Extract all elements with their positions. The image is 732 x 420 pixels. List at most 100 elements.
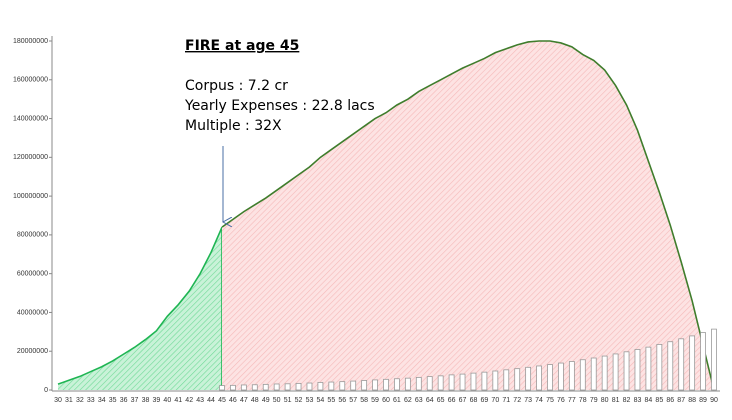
annotation-line: Multiple : 32X bbox=[185, 118, 282, 134]
x-tick-label: 88 bbox=[688, 397, 696, 404]
x-tick-label: 36 bbox=[120, 397, 128, 404]
y-tick-label: 120000000 bbox=[13, 154, 48, 161]
bar bbox=[295, 383, 302, 391]
x-tick-label: 59 bbox=[371, 397, 379, 404]
x-tick-label: 38 bbox=[142, 397, 150, 404]
bar bbox=[404, 377, 411, 391]
bar bbox=[383, 378, 389, 391]
x-tick-label: 83 bbox=[634, 397, 642, 404]
x-tick-label: 43 bbox=[196, 397, 204, 404]
x-tick-label: 68 bbox=[470, 397, 478, 404]
x-tick-label: 49 bbox=[262, 397, 270, 404]
x-tick-label: 84 bbox=[645, 397, 653, 404]
bar bbox=[328, 381, 335, 391]
x-tick-label: 45 bbox=[218, 397, 226, 404]
bar bbox=[470, 372, 477, 391]
x-tick-label: 63 bbox=[415, 397, 423, 404]
x-tick-label: 60 bbox=[382, 397, 390, 404]
bar bbox=[361, 380, 368, 391]
x-tick-label: 47 bbox=[240, 397, 248, 404]
x-tick-label: 76 bbox=[557, 397, 565, 404]
bar bbox=[284, 383, 291, 391]
x-tick-label: 66 bbox=[448, 397, 456, 404]
bar bbox=[459, 373, 466, 391]
bar bbox=[240, 384, 247, 391]
area-line bbox=[57, 226, 223, 385]
annotation-line: Yearly Expenses : 22.8 lacs bbox=[184, 98, 375, 114]
x-tick-label: 75 bbox=[546, 397, 554, 404]
x-tick-label: 67 bbox=[459, 397, 467, 404]
x-tick-label: 54 bbox=[317, 397, 325, 404]
x-tick-label: 40 bbox=[163, 397, 171, 404]
x-tick-label: 42 bbox=[185, 397, 193, 404]
bar bbox=[536, 365, 542, 391]
area-fill bbox=[222, 41, 714, 390]
x-tick-label: 69 bbox=[481, 397, 489, 404]
bar bbox=[481, 371, 488, 391]
x-tick-label: 74 bbox=[535, 397, 543, 404]
x-tick-label: 81 bbox=[612, 397, 620, 404]
bar bbox=[306, 382, 313, 391]
annotation-line: Corpus : 7.2 cr bbox=[185, 78, 288, 94]
bar bbox=[612, 353, 619, 391]
y-tick-label: 0 bbox=[44, 387, 48, 394]
x-tick-label: 87 bbox=[677, 397, 685, 404]
x-tick-label: 56 bbox=[338, 397, 346, 404]
x-tick-label: 30 bbox=[54, 397, 62, 404]
bar bbox=[525, 366, 532, 391]
x-tick-label: 57 bbox=[349, 397, 357, 404]
x-tick-label: 61 bbox=[393, 397, 401, 404]
bar bbox=[273, 383, 280, 391]
x-tick-label: 78 bbox=[579, 397, 587, 404]
x-tick-label: 62 bbox=[404, 397, 412, 404]
bar bbox=[645, 346, 652, 391]
y-tick-label: 80000000 bbox=[17, 232, 48, 239]
x-tick-label: 41 bbox=[174, 397, 182, 404]
bar bbox=[547, 364, 553, 391]
x-tick-label: 64 bbox=[426, 397, 434, 404]
y-tick-label: 160000000 bbox=[13, 77, 48, 84]
bar bbox=[590, 357, 597, 391]
bar bbox=[317, 382, 324, 391]
x-tick-label: 77 bbox=[568, 397, 576, 404]
x-tick-label: 73 bbox=[524, 397, 532, 404]
x-tick-label: 44 bbox=[207, 397, 215, 404]
x-tick-label: 51 bbox=[284, 397, 292, 404]
x-tick-label: 53 bbox=[306, 397, 314, 404]
bar bbox=[689, 335, 696, 391]
bar bbox=[219, 385, 225, 391]
bar bbox=[350, 380, 357, 391]
area-line bbox=[221, 40, 715, 391]
annotation-heading: FIRE at age 45 bbox=[185, 38, 299, 54]
x-tick-label: 71 bbox=[502, 397, 510, 404]
bar bbox=[394, 378, 400, 391]
bar bbox=[601, 355, 608, 391]
x-tick-label: 35 bbox=[109, 397, 117, 404]
bar bbox=[437, 375, 444, 391]
bar bbox=[700, 332, 706, 391]
x-tick-label: 90 bbox=[710, 397, 718, 404]
x-tick-label: 89 bbox=[699, 397, 707, 404]
x-tick-label: 70 bbox=[491, 397, 499, 404]
bar bbox=[372, 379, 378, 391]
bar bbox=[492, 370, 499, 391]
bar bbox=[426, 376, 433, 391]
x-tick-label: 33 bbox=[87, 397, 95, 404]
y-tick-label: 20000000 bbox=[17, 348, 48, 355]
x-tick-label: 50 bbox=[273, 397, 281, 404]
bar bbox=[711, 328, 717, 391]
y-tick-label: 40000000 bbox=[17, 309, 48, 316]
x-tick-label: 55 bbox=[327, 397, 335, 404]
bar bbox=[656, 344, 663, 391]
bar bbox=[262, 383, 269, 391]
x-tick-label: 80 bbox=[601, 397, 609, 404]
y-tick-label: 180000000 bbox=[13, 38, 48, 45]
bar bbox=[251, 384, 258, 391]
bar bbox=[568, 361, 575, 391]
x-tick-label: 79 bbox=[590, 397, 598, 404]
bar bbox=[678, 338, 685, 391]
bar bbox=[634, 349, 641, 391]
bar bbox=[415, 376, 422, 391]
bar bbox=[667, 341, 674, 391]
